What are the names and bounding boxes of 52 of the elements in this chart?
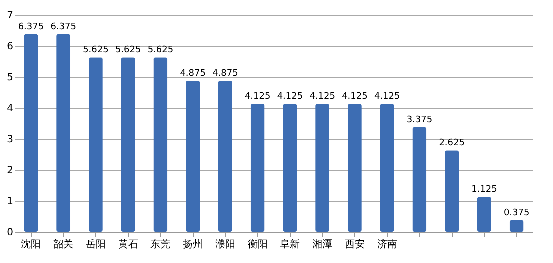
bar xyxy=(477,197,492,232)
bar xyxy=(88,58,103,232)
bar xyxy=(56,34,71,232)
y-tick-label: 5 xyxy=(7,72,14,84)
data-label: 4.125 xyxy=(244,92,271,102)
x-tick-label: 湘潭 xyxy=(312,238,333,250)
data-label: 4.125 xyxy=(277,92,304,102)
bar xyxy=(510,220,524,232)
data-label: 5.625 xyxy=(115,46,142,56)
data-label: 6.375 xyxy=(50,22,76,32)
y-tick-label: 6 xyxy=(7,42,14,52)
y-tick-label: 2 xyxy=(7,166,14,176)
y-tick-label: 7 xyxy=(7,10,14,22)
bar xyxy=(186,80,200,232)
bar xyxy=(412,127,427,232)
bar xyxy=(218,80,232,232)
data-label: 6.375 xyxy=(18,22,44,32)
x-tick-label: 东莞 xyxy=(150,238,171,250)
data-label: 0.375 xyxy=(504,208,530,218)
data-label: 5.625 xyxy=(148,46,174,56)
bar xyxy=(283,104,298,232)
x-tick-label: 韶关 xyxy=(54,238,74,250)
bar xyxy=(24,34,38,232)
x-tick-label: 阜新 xyxy=(280,238,300,250)
bar xyxy=(250,104,265,232)
bar xyxy=(121,58,136,232)
bar xyxy=(445,150,460,232)
bar xyxy=(154,58,168,232)
data-label: 1.125 xyxy=(472,185,498,196)
x-tick-label: 衡阳 xyxy=(248,238,268,250)
data-label: 3.375 xyxy=(406,115,433,126)
x-tick-label: 济南 xyxy=(377,238,398,250)
data-label: 4.125 xyxy=(374,92,400,102)
bar xyxy=(316,104,330,232)
x-tick-label: 濮阳 xyxy=(215,238,236,250)
data-label: 4.875 xyxy=(180,68,206,79)
y-tick-label: 0 xyxy=(7,228,14,238)
x-tick-label: 黄石 xyxy=(118,238,138,250)
data-label: 4.125 xyxy=(310,92,336,102)
data-label: 2.625 xyxy=(439,138,465,149)
data-label: 4.125 xyxy=(342,92,368,102)
y-tick-label: 1 xyxy=(7,196,14,208)
x-tick-label: 岳阳 xyxy=(86,238,106,250)
x-tick-label: 沈阳 xyxy=(21,238,42,250)
y-tick-label: 3 xyxy=(7,134,14,146)
y-tick-label: 4 xyxy=(7,104,14,114)
data-label: 4.875 xyxy=(212,68,238,79)
x-tick-label: 扬州 xyxy=(183,238,204,250)
data-label: 5.625 xyxy=(83,46,109,56)
bar xyxy=(348,104,362,232)
x-tick-label: 西安 xyxy=(344,238,365,250)
bar xyxy=(380,104,394,232)
